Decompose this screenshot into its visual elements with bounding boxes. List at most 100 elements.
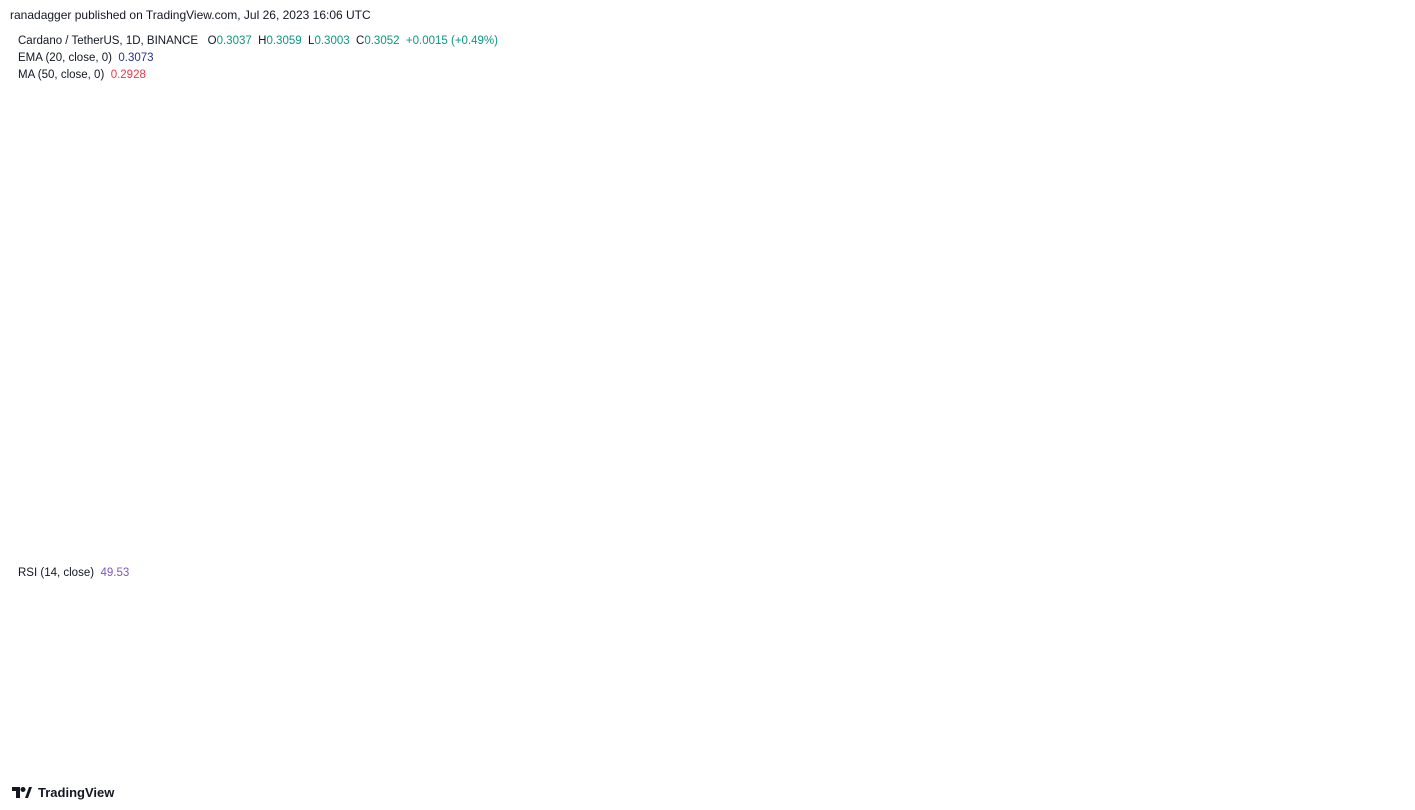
rsi-legend[interactable]: RSI (14, close) 49.53 [18, 567, 130, 579]
candle-body [487, 214, 491, 219]
candle-body [8, 102, 12, 104]
candle-body [387, 460, 392, 479]
candle-body [783, 144, 787, 147]
candle-body [252, 337, 256, 341]
rsi-tag-value: 49.53 [1350, 647, 1379, 659]
candle-body [667, 307, 671, 317]
candle-body [447, 295, 451, 305]
candle-body [954, 220, 959, 241]
candle-body [28, 101, 32, 113]
candle-body [691, 280, 695, 282]
candle-body [160, 166, 164, 196]
candle-body [515, 160, 519, 169]
candle-body [264, 338, 268, 349]
price-tick-label: 0.4600 [1350, 36, 1385, 48]
candle-body [96, 274, 100, 276]
candle-body [375, 465, 380, 470]
candle-body [1038, 438, 1043, 441]
candle-body [1102, 392, 1106, 400]
candle-body [986, 215, 991, 218]
ma-legend[interactable]: MA (50, close, 0) 0.2928 [18, 69, 146, 81]
candle-body [1206, 349, 1210, 369]
candle-body [511, 168, 515, 172]
price-tag-label-box [1308, 341, 1342, 359]
candle-body [240, 335, 244, 349]
ema-legend[interactable]: EMA (20, close, 0) 0.3073 [18, 52, 154, 64]
tradingview-logo[interactable]: TradingView [12, 785, 114, 800]
candle-body [44, 151, 48, 168]
candle-body [751, 185, 755, 201]
close-value: 0.3052 [364, 35, 400, 47]
candle-body [268, 325, 272, 349]
candle-body [839, 187, 843, 192]
uptrend-line[interactable] [1067, 388, 1225, 469]
candle-body [1190, 333, 1194, 353]
candle-body [323, 341, 328, 368]
candle-body [116, 232, 120, 239]
candle-body [990, 215, 995, 231]
candle-body [76, 250, 80, 256]
candle-body [1150, 377, 1154, 391]
candle-body [1034, 418, 1039, 439]
candle-body [451, 275, 455, 296]
candle-body [40, 135, 44, 152]
candle-body [1002, 234, 1007, 239]
candle-body [1026, 393, 1031, 415]
candle-body [455, 275, 459, 282]
price-tick-label: 0.3800 [1350, 201, 1385, 213]
candle-body [188, 325, 192, 340]
candle-body [503, 181, 507, 184]
candle-body [727, 240, 731, 255]
candle-body [927, 231, 931, 238]
candle-body [1010, 263, 1015, 298]
candle-body [1194, 347, 1198, 353]
candle-body [583, 156, 587, 158]
currency-button[interactable] [1342, 30, 1396, 56]
candle-body [379, 465, 384, 478]
candle-body [443, 304, 447, 311]
candle-body [108, 255, 112, 276]
candle-body [1198, 347, 1202, 357]
candle-body [467, 253, 471, 257]
candle-body [851, 169, 855, 185]
candle-body [491, 192, 495, 215]
candle-body [799, 69, 803, 83]
price-tag-label: EMA [1313, 345, 1338, 357]
candle-body [104, 275, 108, 278]
candle-body [319, 336, 324, 342]
candle-body [1078, 390, 1082, 397]
price-tick-label: 0.4400 [1350, 77, 1385, 89]
candle-body [56, 183, 60, 208]
candle-body [735, 225, 739, 235]
candle-body [623, 250, 627, 285]
candle-body [279, 327, 284, 339]
candle-body [80, 255, 84, 267]
alert-icon[interactable] [1251, 535, 1271, 555]
candle-body [1106, 399, 1110, 411]
candle-body [883, 201, 887, 216]
candle-body [64, 214, 68, 245]
candle-body [60, 207, 64, 215]
candle-body [919, 226, 923, 230]
candle-body [575, 151, 579, 175]
candle-body [711, 265, 715, 269]
symbol-tag-label: ADAUSDT [1287, 363, 1340, 375]
symbol-name: Cardano / TetherUS, 1D, BINANCE [18, 35, 199, 47]
currency-button-label[interactable]: USDT [1353, 38, 1384, 50]
candle-body [172, 267, 176, 309]
candle-body [359, 448, 364, 462]
candle-body [287, 340, 292, 343]
candle-body [899, 228, 903, 235]
candle-body [20, 107, 24, 115]
candle-body [671, 290, 675, 317]
candle-body [587, 156, 591, 162]
candle-body [539, 188, 543, 201]
candle-body [659, 322, 663, 349]
candle-body [531, 184, 535, 190]
candle-body [631, 272, 635, 305]
candle-body [72, 237, 76, 251]
candle-body [1138, 391, 1142, 406]
candle-body [523, 171, 527, 183]
candle-body [767, 175, 771, 183]
